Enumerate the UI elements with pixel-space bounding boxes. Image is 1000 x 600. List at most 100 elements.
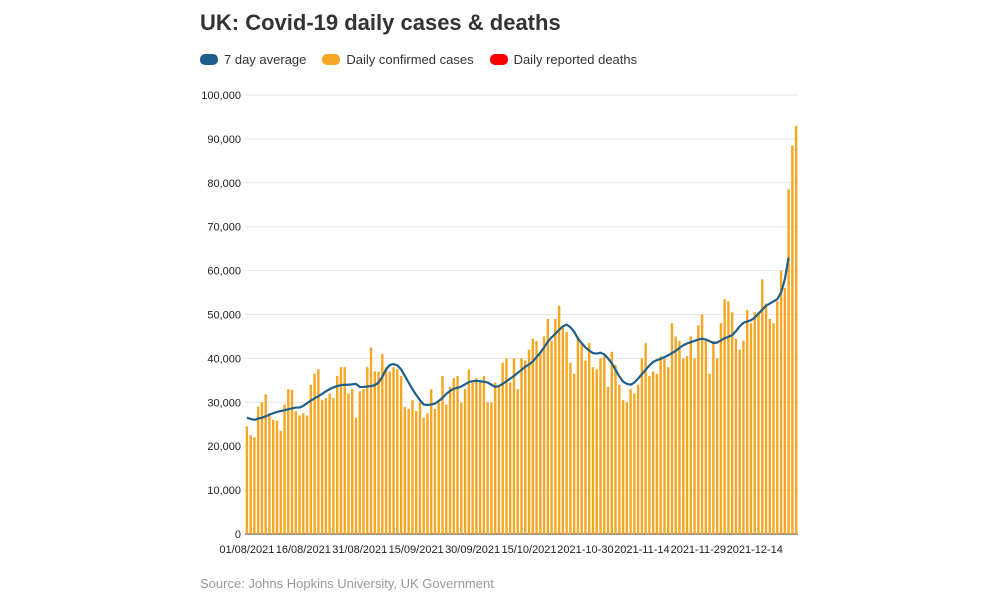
case-bar [712,340,715,534]
case-bar [279,430,282,534]
case-bar [471,382,474,534]
case-bar [411,400,414,534]
case-bar [362,389,365,534]
case-bar [685,356,689,534]
y-tick-label: 10,000 [207,485,241,497]
case-bar [264,394,267,534]
case-bar [249,435,252,534]
case-bar [256,406,260,534]
case-bar [779,270,783,534]
case-bar [516,389,519,534]
case-bar [260,402,264,534]
case-bar [588,343,591,534]
case-bar [606,386,610,534]
case-bar [704,340,708,534]
case-bar [294,411,297,534]
case-bar [245,426,249,534]
case-bar [603,356,606,534]
case-bar [482,375,486,534]
case-bar [531,338,534,534]
y-tick-label: 20,000 [207,441,241,453]
case-bar [422,417,425,534]
case-bar [761,279,764,534]
y-tick-label: 90,000 [207,134,241,146]
case-bar [629,389,632,534]
case-bar [572,373,576,534]
legend-item-cases[interactable]: Daily confirmed cases [322,52,474,67]
case-bar [693,358,696,534]
case-bar [633,393,636,534]
case-bar [678,340,681,534]
legend-swatch-cases [322,54,341,65]
case-bar [414,411,418,534]
case-bar [505,358,508,534]
case-bar [723,299,726,534]
y-tick-label: 40,000 [207,353,241,365]
case-bar [475,378,478,534]
case-bar [715,358,719,534]
case-bar [445,404,448,534]
case-bar [667,367,670,534]
x-tick-label: 31/08/2021 [332,544,387,556]
y-tick-label: 30,000 [207,397,241,409]
case-bar [682,358,685,534]
case-bar [287,389,290,534]
legend-swatch-deaths [489,54,508,65]
case-bar [764,303,768,534]
case-bar [328,393,331,534]
case-bar [719,323,723,534]
case-bar [644,343,647,534]
case-bar [689,336,692,534]
case-bar [433,408,437,534]
x-tick-label: 2021-10-30 [557,544,613,556]
x-tick-label: 2021-11-29 [671,544,726,556]
chart-title: UK: Covid-19 daily cases & deaths [200,10,561,35]
case-bar [561,327,565,534]
case-bar [437,402,440,534]
case-bar [595,369,598,534]
avg-line [246,257,790,421]
case-bar [663,358,666,534]
case-bar [670,323,674,534]
case-bar [674,336,677,534]
case-bar [625,402,629,534]
case-bar [794,125,798,534]
case-bar [697,325,700,534]
case-bar [599,358,602,534]
case-bar [524,360,527,534]
case-bar [324,397,328,534]
case-bar [648,375,651,534]
case-bar [388,371,392,534]
case-bar [313,373,316,534]
case-bar [659,356,662,534]
case-bar [441,375,444,534]
case-bar [268,413,271,534]
case-bar [640,358,644,534]
case-bar [636,384,640,534]
case-bar [550,340,553,534]
case-bar [580,343,583,534]
case-bar [742,340,745,534]
case-bar [493,382,497,534]
case-bar [418,402,422,534]
legend-swatch-7day [200,54,218,65]
case-bar [407,408,410,534]
x-tick-label: 2021-12-14 [727,544,783,556]
case-bar [384,367,388,534]
case-bar [347,393,350,534]
case-bar [557,305,561,534]
case-bar [727,301,730,534]
y-tick-label: 60,000 [207,266,241,278]
case-bar [490,402,493,534]
case-bar [467,369,471,534]
source-note: Source: Johns Hopkins University, UK Gov… [200,576,494,591]
case-bar [783,288,787,534]
legend-item-7day[interactable]: 7 day average [200,52,306,67]
y-tick-label: 50,000 [207,310,241,322]
case-bar [366,367,369,534]
legend-item-deaths[interactable]: Daily reported deaths [489,52,637,67]
case-bar [460,402,463,534]
case-bar [546,318,550,534]
case-bar [787,189,790,534]
